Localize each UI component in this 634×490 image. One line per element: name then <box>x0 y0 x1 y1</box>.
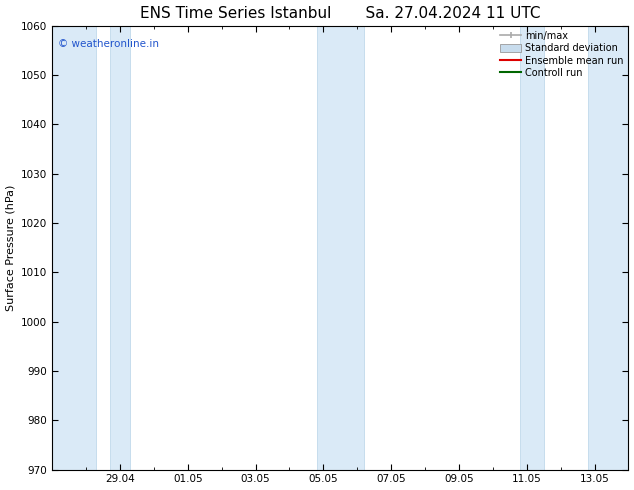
Bar <box>316 26 364 469</box>
Bar <box>588 26 628 469</box>
Text: © weatheronline.in: © weatheronline.in <box>58 39 159 49</box>
Bar <box>52 26 96 469</box>
Legend: min/max, Standard deviation, Ensemble mean run, Controll run: min/max, Standard deviation, Ensemble me… <box>498 29 626 80</box>
Bar <box>110 26 130 469</box>
Title: ENS Time Series Istanbul       Sa. 27.04.2024 11 UTC: ENS Time Series Istanbul Sa. 27.04.2024 … <box>140 5 541 21</box>
Bar <box>520 26 544 469</box>
Y-axis label: Surface Pressure (hPa): Surface Pressure (hPa) <box>6 185 16 311</box>
